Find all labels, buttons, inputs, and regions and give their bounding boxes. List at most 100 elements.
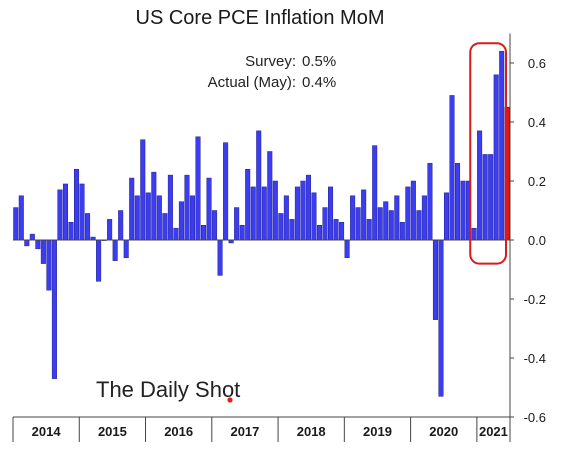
bar [427,163,433,241]
bar [18,195,24,241]
bar [283,195,289,241]
bar [405,186,411,241]
bar [189,195,195,241]
bar [62,183,68,241]
bar [361,189,367,241]
bar [410,180,416,241]
bar [421,195,427,241]
x-year-label: 2021 [479,424,508,439]
x-year-label: 2015 [98,424,127,439]
y-tick-label: 0.4 [528,115,546,130]
bar [438,239,444,397]
bar [477,130,483,241]
bar [46,239,52,291]
bar [212,210,218,241]
x-year-label: 2014 [32,424,62,439]
bar [355,207,361,241]
watermark: The Daily Shot [96,377,240,402]
bar [24,239,30,247]
bar [256,130,262,241]
bar [35,239,41,250]
bar [178,201,184,241]
bar [13,207,19,241]
bar [85,213,91,241]
bar [184,174,190,241]
bar [272,180,278,241]
bar [261,186,267,241]
bar [399,222,405,241]
bar [151,171,157,241]
bar [383,201,389,241]
highlight-box [469,42,507,265]
x-year-label: 2019 [363,424,392,439]
bar [79,183,85,241]
x-axis: 2014 2015 2016 2017 2018 2019 2020 2021 [12,416,511,442]
bar [217,239,223,276]
bar [432,239,438,320]
bar [471,227,477,241]
bar [388,210,394,241]
bar [57,189,63,241]
actual-label: Actual (May): [208,74,296,91]
bar [328,186,334,241]
bar [250,186,256,241]
bar [201,225,207,241]
bar [140,139,146,241]
bar [289,219,295,241]
bar [305,174,311,241]
bar [118,210,124,241]
bar [68,222,74,241]
bar [449,95,455,241]
bar [416,210,422,241]
bar [339,222,345,241]
bar [488,154,494,241]
x-year-label: 2016 [164,424,193,439]
x-year-label: 2017 [230,424,259,439]
bar [167,174,173,241]
bar [316,225,323,241]
chart-title: US Core PCE Inflation MoM [136,7,385,29]
bar [223,142,229,241]
y-tick-label: 0.2 [528,174,546,189]
bar [366,219,372,241]
y-axis: -0.6 -0.4 -0.2 0.0 0.2 0.4 0.6 [509,33,546,425]
bar [162,213,168,241]
bars-group [13,50,510,397]
watermark-dot [227,397,233,403]
bar [300,180,306,241]
bar [156,195,162,241]
bar [377,207,383,241]
bar [294,186,300,241]
bar [40,239,46,264]
bar [460,180,466,241]
y-tick-label: -0.2 [524,292,546,307]
bar [311,192,317,241]
bar [333,219,339,241]
bar [129,177,135,241]
bar [107,219,113,241]
bar [455,163,461,241]
y-tick-label: 0.0 [528,233,546,248]
bar [443,192,450,241]
bar [96,239,102,282]
bar [239,225,245,241]
bar [51,239,57,379]
bar [195,136,201,241]
bar [134,195,140,241]
bar [267,151,273,241]
x-year-label: 2020 [429,424,458,439]
survey-value: 0.5% [302,53,336,70]
bar [350,195,356,241]
bar [499,50,505,241]
survey-label: Survey: [245,53,296,70]
bar [173,227,179,241]
bar [482,154,488,241]
bar [394,195,400,241]
bar [73,168,80,241]
y-tick-label: -0.4 [524,351,546,366]
bar [372,145,378,241]
bar [344,239,350,258]
x-year-label: 2018 [297,424,326,439]
